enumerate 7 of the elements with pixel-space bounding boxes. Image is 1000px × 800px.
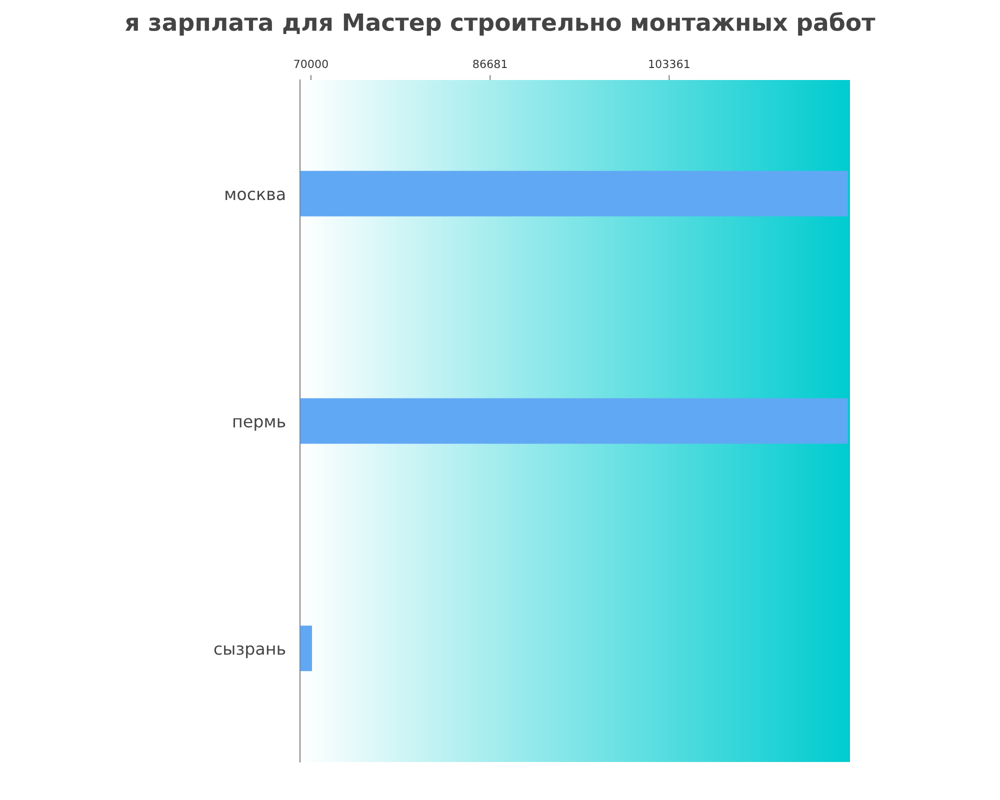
x-tick-label: 86681 [473,60,507,68]
y-tick-label: сызрань [214,645,286,658]
x-tick-label: 103361 [649,60,690,68]
x-tick-label: 70000 [294,60,328,68]
chart-title: я зарплата для Мастер строительно монтажных работ [125,12,876,36]
y-tick-label: пермь [233,418,286,431]
y-tick-label: москва [226,190,285,200]
